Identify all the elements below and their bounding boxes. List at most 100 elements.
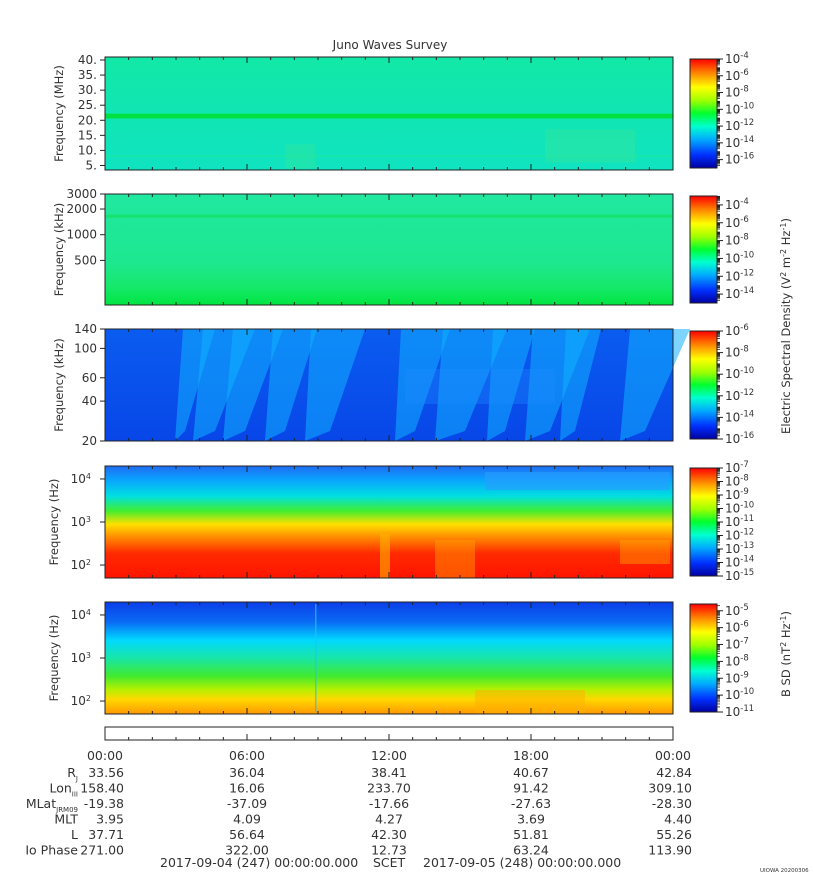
colorbar-gradient [690, 331, 717, 439]
emission-arc [435, 329, 507, 441]
ephemeris-value: 16.06 [229, 781, 265, 796]
footer-end: 2017-09-05 (248) 00:00:00.000 [423, 855, 621, 870]
colorbar-tick-label: 10-12 [725, 388, 754, 403]
ephemeris-label: MLT [54, 812, 78, 827]
ephemeris-value: 4.27 [375, 812, 403, 827]
y-axis-label: Frequency (kHz) [52, 203, 66, 296]
ephemeris-value: 3.69 [517, 812, 545, 827]
colorbar-tick-label: 10-5 [725, 603, 749, 618]
ephemeris-label: LonIII [49, 781, 78, 799]
ephemeris-value: -37.09 [227, 796, 267, 811]
spectrogram-field [105, 194, 673, 305]
ephemeris-value: -28.30 [652, 796, 692, 811]
colorbar-tick-label: 10-10 [725, 366, 754, 381]
colorbar-tick-label: 10-6 [725, 215, 749, 230]
ephemeris-value: 37.71 [88, 827, 124, 842]
ephemeris-value: -17.66 [369, 796, 409, 811]
ephemeris-value: 36.04 [229, 765, 265, 780]
colorbar-tick-label: 10-10 [725, 250, 754, 265]
colorbar-tick-label: 10-14 [725, 286, 754, 301]
y-tick-label: 10. [78, 143, 97, 157]
time-axis-ticks [104, 734, 674, 740]
emission-patch [405, 369, 555, 404]
spectrogram-panel-3: 20 40 60 100 140 Frequency (kHz) 10-6 10-8 10-10… [52, 322, 754, 448]
emission-arc [265, 329, 317, 441]
y-tick-label: 103 [71, 515, 91, 530]
colorbar-tick-label: 10-7 [725, 637, 749, 652]
y-tick-label: 104 [71, 607, 91, 622]
y-tick-label: 25. [78, 98, 97, 112]
ephemeris-value: 271.00 [80, 843, 124, 858]
colorbar-tick-label: 10-9 [725, 670, 749, 685]
ephemeris-value: -27.63 [511, 796, 551, 811]
footer-start: 2017-09-04 (247) 00:00:00.000 [160, 855, 358, 870]
y-axis-label: Frequency (kHz) [52, 338, 66, 431]
colorbar-3: 10-6 10-8 10-10 10-12 10-14 10-16 [689, 323, 754, 446]
colorbar-tick-label: 10-16 [725, 431, 754, 446]
colorbar-tick-label: 10-12 [725, 268, 754, 283]
y-tick-label: 40. [78, 53, 97, 67]
y-tick-label: 30. [78, 83, 97, 97]
colorbar-label-electric: Electric Spectral Density (V2 m-2 Hz-1) [779, 218, 794, 434]
emission-arc [487, 329, 535, 441]
colorbar-tick-label: 10-11 [725, 704, 754, 719]
y-tick-label: 20 [82, 434, 97, 448]
ephemeris-value: 233.70 [367, 781, 411, 796]
spectrogram-panels: 5.10.15.20.25.30.35.40. Frequency (MHz) 10… [47, 51, 754, 719]
emission-band [105, 113, 673, 119]
time-label: 06:00 [229, 748, 265, 763]
ephemeris-value: 38.41 [371, 765, 407, 780]
colorbar-gradient [690, 59, 717, 168]
ephemeris-value: 56.64 [229, 827, 265, 842]
ephemeris-value: 63.24 [513, 843, 549, 858]
emission-patch [475, 690, 585, 714]
y-tick-label: 60 [82, 371, 97, 385]
colorbar-tick-label: 10-12 [725, 528, 754, 543]
colorbar-label-magnetic: B SD (nT2 Hz-1) [779, 611, 794, 697]
colorbar-tick-label: 10-13 [725, 541, 754, 556]
colorbar-gradient [690, 468, 717, 576]
ephemeris-value: 158.40 [80, 781, 124, 796]
colorbar-tick-label: 10-14 [725, 135, 754, 150]
y-tick-label: 40 [82, 394, 97, 408]
colorbar-tick-label: 10-8 [725, 653, 749, 668]
y-tick-label: 2000 [66, 202, 97, 216]
spectrogram-panel-1: 5.10.15.20.25.30.35.40. Frequency (MHz) 10… [52, 51, 754, 172]
ephemeris-value: 42.30 [371, 827, 407, 842]
emission-patch [545, 129, 635, 163]
colorbar-tick-label: 10-10 [725, 501, 754, 516]
time-label: 18:00 [513, 748, 549, 763]
emission-arc [223, 329, 283, 441]
ephemeris-label: MLatJRM09 [26, 796, 78, 814]
colorbar-gradient [690, 196, 717, 303]
colorbar-tick-label: 10-6 [725, 323, 749, 338]
y-tick-label: 15. [78, 128, 97, 142]
colorbar-tick-label: 10-9 [725, 487, 749, 502]
footer-scet: SCET [373, 855, 406, 870]
colorbar-tick-label: 10-10 [725, 101, 754, 116]
ephemeris-value: 322.00 [225, 843, 269, 858]
colorbar-tick-label: 10-8 [725, 345, 749, 360]
emission-patch [435, 540, 475, 578]
ephemeris-value: 91.42 [513, 781, 549, 796]
spectrogram-field [105, 602, 673, 714]
emission-band [105, 214, 673, 218]
emission-patch [485, 472, 670, 490]
y-tick-label: 104 [71, 471, 91, 486]
emission-arc [305, 329, 365, 441]
emission-line [315, 604, 317, 712]
colorbar-tick-label: 10-14 [725, 409, 754, 424]
ephemeris-label: Io Phase [25, 843, 78, 858]
time-label: 12:00 [371, 748, 407, 763]
ephemeris-value: 3.95 [96, 812, 124, 827]
colorbar-tick-label: 10-16 [725, 152, 754, 167]
spectrogram-panel-4: 102 103 104 Frequency (Hz) 10-710-810-910-10… [47, 460, 754, 583]
colorbar-tick-label: 10-15 [725, 568, 754, 583]
ephemeris-table: 00:00 06:00 12:00 18:00 00:00 RJ 33.56 36.04 38.… [25, 748, 692, 858]
y-axis-label: Frequency (Hz) [47, 479, 61, 566]
emission-patch [620, 540, 670, 564]
ephemeris-value: 309.10 [648, 781, 692, 796]
